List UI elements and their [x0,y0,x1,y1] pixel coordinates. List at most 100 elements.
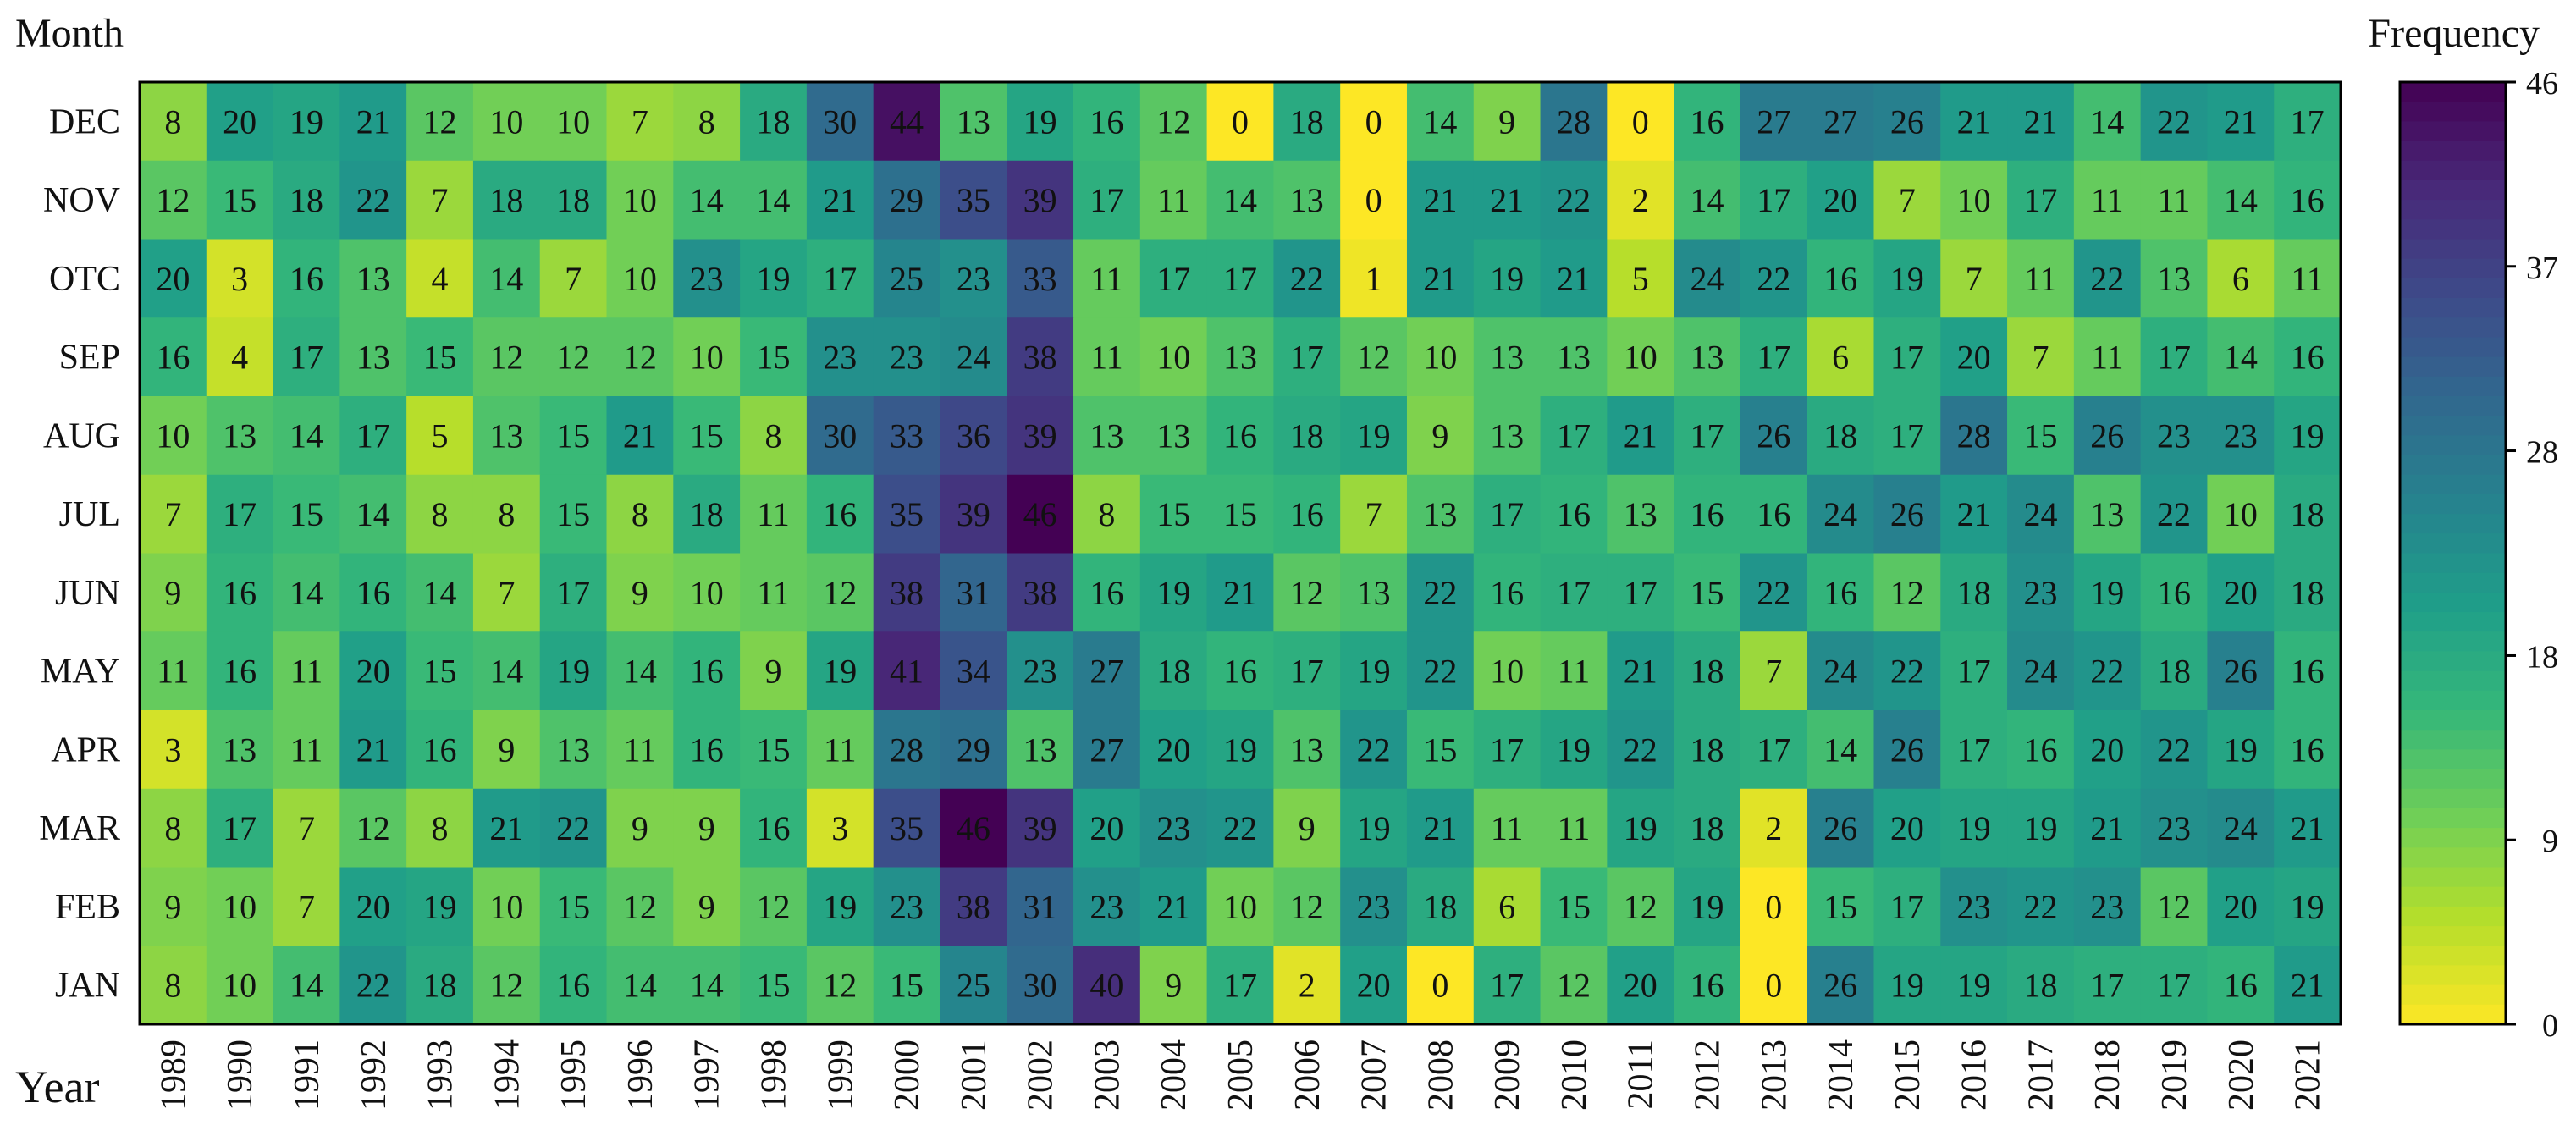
heatmap-cell [1273,82,1341,162]
heatmap-cell [539,160,608,240]
cell-value-label: 31 [1023,888,1057,926]
heatmap-cell [406,239,474,318]
heatmap-cell [2274,788,2342,869]
cell-value-label: 20 [1957,339,1991,377]
heatmap-cell [339,396,407,476]
cell-value-label: 0 [1431,967,1448,1005]
heatmap-cell [606,788,674,869]
cell-value-label: 8 [432,495,449,533]
heatmap-cell [1740,160,1808,240]
heatmap-cell [206,82,274,162]
cell-value-label: 21 [1557,260,1591,298]
month-tick-label: MAY [41,653,120,692]
cell-value-label: 26 [1823,809,1857,847]
cell-value-label: 0 [1632,102,1649,141]
heatmap-cell [740,631,808,711]
cell-value-label: 15 [223,181,256,219]
heatmap-cell [2140,553,2209,632]
heatmap-cell [873,160,941,240]
cell-value-label: 19 [756,260,790,298]
heatmap-cell [606,317,674,397]
cell-value-label: 11 [1491,809,1524,847]
cell-value-label: 7 [1365,495,1382,533]
cell-value-label: 11 [757,574,790,612]
heatmap-cell [873,788,941,869]
cell-value-label: 19 [2291,416,2325,455]
cell-value-label: 10 [623,181,657,219]
cell-value-label: 11 [1558,809,1591,847]
heatmap-cell [1406,82,1475,162]
heatmap-cell [1139,82,1208,162]
heatmap-cell [406,160,474,240]
heatmap-cell [1607,474,1674,554]
heatmap-cell [606,239,674,318]
year-tick-label: 2013 [1755,1039,1794,1111]
heatmap-cell [1607,82,1674,162]
cell-value-label: 20 [1089,809,1123,847]
heatmap-cell [1139,553,1208,632]
heatmap-cell [673,788,741,869]
heatmap-cell [806,474,874,554]
cell-value-label: 16 [1823,260,1857,298]
cell-value-label: 16 [1691,967,1724,1005]
heatmap-cell [1674,396,1741,476]
cell-value-label: 24 [2224,809,2258,847]
heatmap-cell [206,788,274,869]
cell-value-label: 16 [690,731,724,769]
heatmap-cell [2140,788,2209,869]
cell-value-label: 21 [1423,181,1457,219]
heatmap-cell [740,239,808,318]
heatmap-cell [140,788,207,869]
heatmap-cell [1273,396,1341,476]
heatmap-cell [1007,867,1074,946]
year-tick-label: 1990 [221,1039,260,1111]
heatmap-cell [2140,710,2209,790]
cell-value-label: 20 [1156,731,1190,769]
cell-value-label: 11 [290,731,323,769]
cell-value-label: 2 [1765,809,1782,847]
colorbar-band [2400,179,2506,201]
heatmap-cell [673,82,741,162]
cell-value-label: 14 [423,574,457,612]
heatmap-cell [740,946,808,1025]
cell-value-label: 9 [164,888,181,926]
cell-value-label: 20 [2224,888,2258,926]
cell-value-label: 13 [223,731,256,769]
heatmap-cell [206,946,274,1025]
heatmap-cell [273,631,340,711]
cell-value-label: 15 [690,416,724,455]
heatmap-cell [1007,160,1074,240]
cell-value-label: 23 [1156,809,1190,847]
cell-value-label: 17 [2090,967,2124,1005]
year-tick-label: 2015 [1889,1039,1928,1111]
heatmap-cell [740,160,808,240]
cell-value-label: 9 [632,574,648,612]
cell-value-label: 17 [290,339,323,377]
heatmap-cell [1807,239,1875,318]
cell-value-label: 17 [1290,339,1324,377]
cell-value-label: 6 [1832,339,1849,377]
cell-value-label: 17 [1757,339,1790,377]
heatmap-cell [1607,317,1674,397]
heatmap-cell [673,631,741,711]
year-tick-label: 2011 [1622,1039,1661,1109]
cell-value-label: 23 [690,260,724,298]
year-tick-label: 2021 [2289,1039,2328,1111]
heatmap-cell [940,396,1007,476]
heatmap-cell [1340,396,1408,476]
heatmap-cell [1340,317,1408,397]
colorbar-band [2400,906,2506,927]
heatmap-cell [472,474,541,554]
heatmap-cell [1406,631,1475,711]
cell-value-label: 19 [1357,653,1391,691]
cell-value-label: 11 [2024,260,2057,298]
cell-value-label: 17 [223,495,256,533]
heatmap-cell [472,867,541,946]
heatmap-cell [1340,788,1408,869]
heatmap-cell [1607,631,1674,711]
heatmap-cell [539,788,608,869]
cell-value-label: 0 [1365,102,1382,141]
cell-value-label: 21 [2023,102,2057,141]
heatmap-cell [1473,710,1542,790]
